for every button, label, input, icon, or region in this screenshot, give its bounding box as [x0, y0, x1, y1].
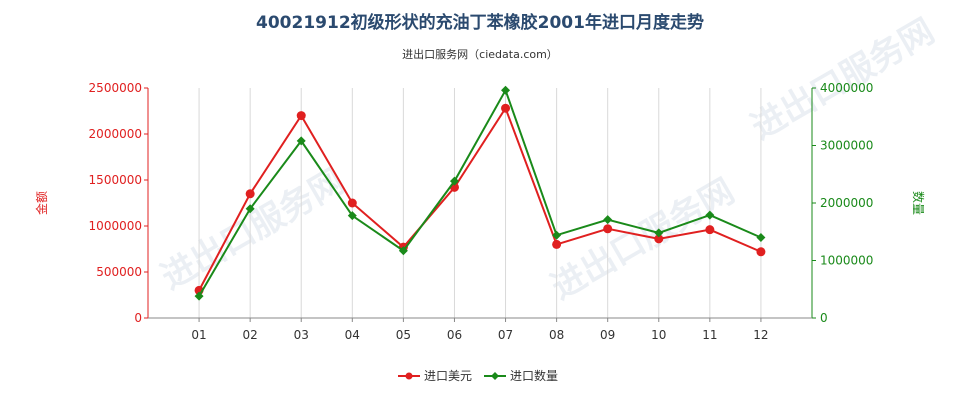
series-line-quantity: [198, 87, 762, 297]
data-point-quantity: [398, 246, 408, 256]
left-axis-label: 金额: [34, 191, 49, 215]
watermark-text-3: 进出口服务网: [745, 11, 942, 148]
left-tick-label: 2500000: [89, 81, 142, 95]
data-point-quantity: [654, 228, 664, 238]
left-tick-label: 1500000: [89, 173, 142, 187]
right-tick-label: 2000000: [820, 196, 873, 210]
data-point-amount: [654, 234, 664, 244]
right-axis-label: 数量: [911, 191, 926, 215]
data-point-quantity: [501, 85, 511, 95]
data-point-quantity: [296, 136, 306, 146]
legend-marker-diamond: [491, 372, 499, 380]
chart-subtitle: 进出口服务网（ciedata.com）: [402, 47, 558, 61]
chart-title: 40021912初级形状的充油丁苯橡胶2001年进口月度走势: [256, 12, 704, 33]
data-point-amount: [296, 111, 306, 121]
right-tick-label: 3000000: [820, 139, 873, 153]
legend: 进口美元 进口数量: [398, 368, 558, 383]
series-line-amount: [198, 106, 762, 291]
data-point-quantity: [756, 233, 766, 242]
data-point-amount: [501, 103, 511, 113]
right-tick-label: 0: [820, 311, 828, 325]
legend-label-quantity: 进口数量: [510, 368, 558, 383]
right-tick-label: 4000000: [820, 81, 873, 95]
data-point-quantity: [552, 230, 562, 240]
watermark-text-1: 进出口服务网: [155, 161, 352, 298]
data-point-amount: [552, 239, 562, 249]
x-tick-label: 02: [243, 328, 258, 342]
x-tick-label: 03: [294, 328, 309, 342]
x-tick-label: 05: [396, 328, 411, 342]
x-tick-label: 04: [345, 328, 360, 342]
left-tick-label: 500000: [96, 265, 142, 279]
x-tick-label: 08: [549, 328, 564, 342]
x-axis-ticks: 01 02 03 04 05 06 07 08 09 10 11 12: [191, 318, 769, 342]
x-tick-label: 12: [753, 328, 768, 342]
legend-marker-circle: [405, 372, 413, 380]
x-tick-label: 10: [651, 328, 666, 342]
data-point-quantity: [245, 204, 255, 214]
data-point-quantity: [347, 211, 357, 221]
left-axis-ticks: 0 500000 1000000 1500000 2000000 2500000: [89, 81, 148, 325]
data-point-amount: [705, 225, 715, 235]
data-point-quantity: [449, 176, 459, 186]
legend-item-amount: 进口美元: [398, 369, 472, 383]
x-tick-label: 11: [702, 328, 717, 342]
data-point-amount: [347, 198, 357, 208]
left-tick-label: 1000000: [89, 219, 142, 233]
data-point-quantity: [603, 215, 613, 225]
data-point-amount: [603, 224, 613, 234]
legend-item-quantity: 进口数量: [484, 368, 558, 383]
data-point-amount: [245, 189, 255, 199]
right-tick-label: 1000000: [820, 254, 873, 268]
x-tick-label: 01: [191, 328, 206, 342]
x-tick-label: 07: [498, 328, 513, 342]
x-tick-label: 09: [600, 328, 615, 342]
left-tick-label: 2000000: [89, 127, 142, 141]
data-point-quantity: [705, 210, 715, 220]
legend-label-amount: 进口美元: [424, 369, 472, 383]
data-point-amount: [756, 247, 766, 257]
left-tick-label: 0: [134, 311, 142, 325]
data-point-quantity: [194, 291, 204, 301]
right-axis-ticks: 0 1000000 2000000 3000000 4000000: [812, 81, 873, 325]
series: [194, 85, 766, 301]
x-tick-label: 06: [447, 328, 462, 342]
